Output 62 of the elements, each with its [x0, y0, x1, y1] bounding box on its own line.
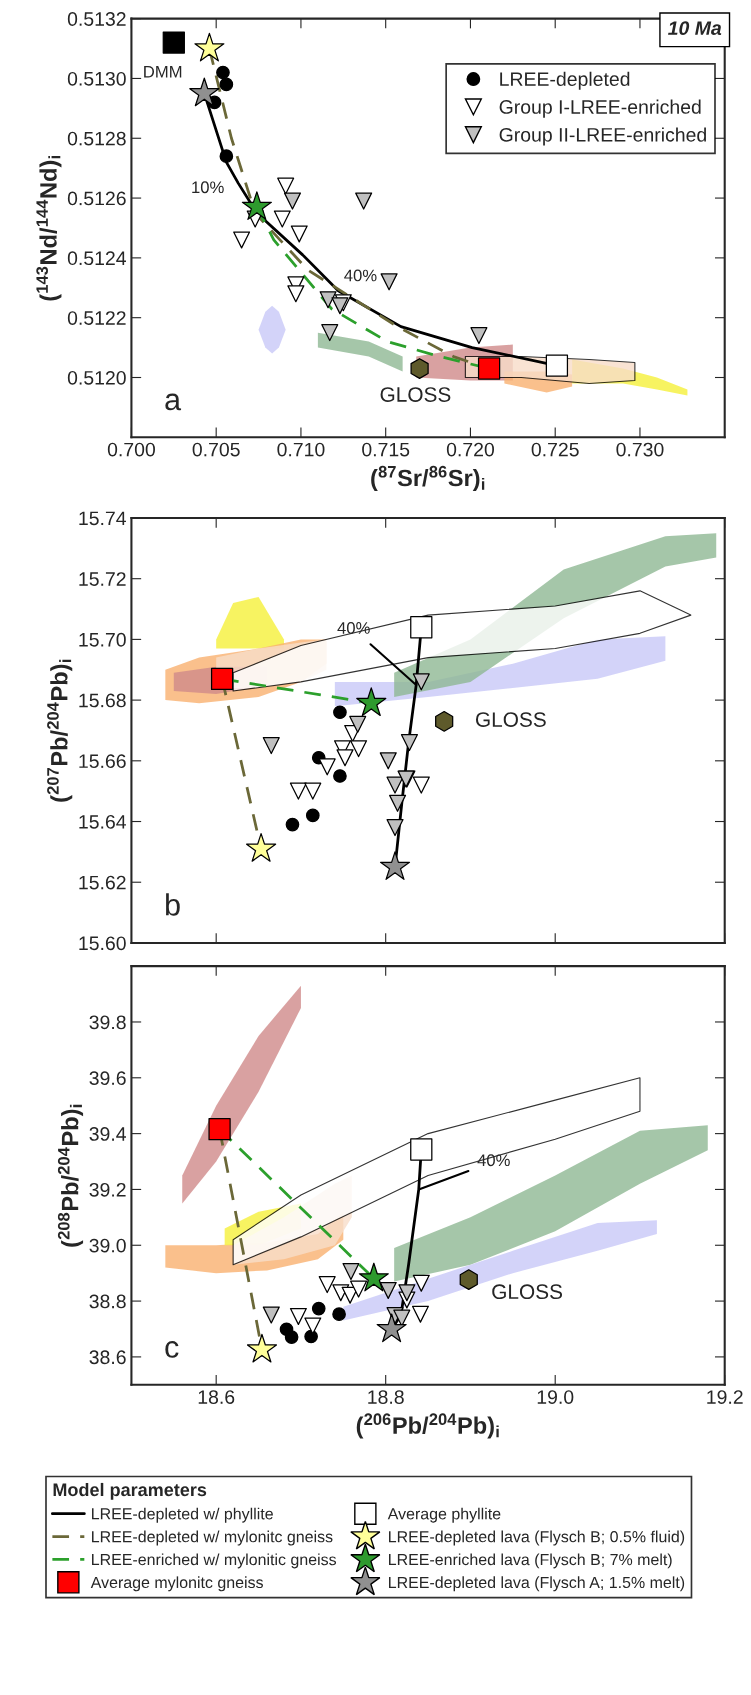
- y-tick-label: 0.5128: [67, 131, 126, 146]
- y-tick-label: 15.64: [79, 814, 126, 829]
- y-tick-label: 0.5124: [67, 251, 126, 266]
- x-axis-title: ($^{206}$Pb/$^{204}$Pb)$_{i}$: [356, 1413, 499, 1439]
- y-axis-title: ($^{207}$Pb/$^{204}$Pb)$_{i}$: [47, 659, 73, 802]
- legend-label: LREE-depleted w/ mylonitc gneiss: [92, 1530, 333, 1546]
- y-tick-label: 39.6: [89, 1071, 126, 1086]
- x-tick-label: 19.2: [707, 1390, 743, 1404]
- x-tick-label: 0.720: [446, 442, 495, 457]
- x-tick-label: 18.6: [198, 1390, 235, 1404]
- y-tick-label: 39.0: [89, 1238, 126, 1253]
- annotation: 40%: [337, 622, 370, 634]
- y-tick-label: 15.68: [79, 693, 126, 708]
- legend-label: LREE-depleted lava (Flysch A; 1.5% melt): [389, 1576, 685, 1592]
- legend-label: LREE-depleted w/ phyllite: [92, 1507, 273, 1523]
- y-tick-label: 15.62: [79, 875, 126, 890]
- legend-title: Model parameters: [53, 1482, 207, 1500]
- x-tick-label: 18.8: [368, 1390, 404, 1404]
- annotation: GLOSS: [475, 712, 546, 727]
- y-tick-label: 0.5132: [67, 12, 126, 26]
- y-tick-label: 0.5120: [67, 370, 126, 385]
- y-axis-title: ($^{143}$Nd/$^{144}$Nd)$_{i}$: [36, 156, 62, 301]
- y-axis-title: ($^{208}$Pb/$^{204}$Pb)$_{i}$: [57, 1104, 84, 1247]
- annotation: GLOSS: [380, 387, 451, 402]
- y-tick-label: 15.60: [79, 936, 126, 951]
- y-tick-label: 15.70: [79, 632, 126, 647]
- legend-label: Average mylonitc gneiss: [90, 1576, 263, 1592]
- x-tick-label: 0.700: [107, 442, 155, 457]
- legend-label: Group II-LREE-enriched: [499, 127, 706, 146]
- x-tick-label: 19.0: [537, 1390, 574, 1404]
- y-tick-label: 39.8: [89, 1015, 126, 1030]
- text: c: [165, 1341, 179, 1358]
- legend-label: LREE-depleted lava (Flysch B; 0.5% fluid): [389, 1530, 685, 1546]
- y-tick-label: 0.5126: [67, 191, 126, 206]
- y-tick-label: 39.4: [89, 1127, 126, 1141]
- x-tick-label: 0.725: [531, 442, 579, 457]
- legend-label: LREE-enriched lava (Flysch B; 7% melt): [389, 1553, 672, 1569]
- y-tick-label: 0.5122: [67, 311, 126, 325]
- y-tick-label: 39.2: [89, 1182, 126, 1197]
- y-tick-label: 38.6: [89, 1350, 126, 1365]
- x-tick-label: 0.705: [192, 442, 240, 457]
- annotation: 10%: [192, 181, 224, 194]
- legend-label: Average phyllite: [387, 1507, 501, 1523]
- annotation: GLOSS: [492, 1284, 563, 1300]
- y-tick-label: 38.8: [89, 1294, 126, 1309]
- annotation: 40%: [344, 269, 377, 282]
- x-axis-title: ($^{87}$Sr/$^{86}$Sr)$_{i}$: [371, 465, 485, 492]
- x-tick-label: 0.715: [362, 442, 410, 457]
- legend-label: LREE-enriched w/ mylonitic gneiss: [92, 1553, 337, 1569]
- chart-subtitle: 10 Ma: [668, 21, 722, 36]
- text: b: [166, 893, 180, 916]
- y-tick-label: 15.66: [79, 754, 126, 769]
- annotation: 40%: [477, 1154, 510, 1167]
- x-tick-label: 0.710: [277, 442, 325, 457]
- y-tick-label: 0.5130: [67, 71, 126, 86]
- annotation: DMM: [144, 65, 182, 78]
- y-tick-label: 15.72: [79, 572, 126, 586]
- text: a: [165, 393, 182, 411]
- legend-label: LREE-depleted: [500, 71, 630, 90]
- legend-label: Group I-LREE-enriched: [499, 99, 701, 118]
- x-tick-label: 0.730: [616, 442, 664, 457]
- y-tick-label: 15.74: [79, 511, 126, 526]
